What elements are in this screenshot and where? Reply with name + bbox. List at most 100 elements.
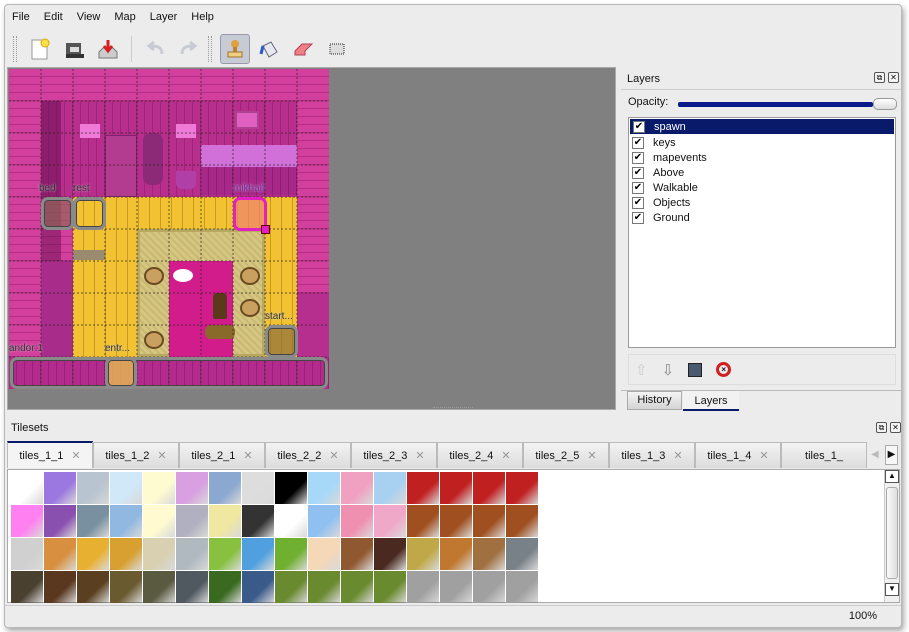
stamp-brush-icon[interactable] bbox=[220, 34, 250, 64]
toolbar-grip[interactable] bbox=[13, 36, 17, 62]
layer-row-keys[interactable]: ✔ keys bbox=[629, 135, 895, 150]
tile[interactable] bbox=[242, 472, 274, 504]
tab-layers[interactable]: Layers bbox=[683, 391, 739, 411]
tab-scroll-left[interactable]: ◀ bbox=[871, 449, 879, 460]
float-icon[interactable]: ⧉ bbox=[876, 422, 887, 433]
tile[interactable] bbox=[11, 538, 43, 570]
tile[interactable] bbox=[308, 505, 340, 537]
tile[interactable] bbox=[341, 472, 373, 504]
tile[interactable] bbox=[341, 538, 373, 570]
visibility-checkbox[interactable]: ✔ bbox=[633, 120, 645, 133]
tile[interactable] bbox=[473, 472, 505, 504]
opacity-slider-handle[interactable] bbox=[873, 98, 897, 110]
tileset-view[interactable]: ▲ ▼ bbox=[7, 469, 900, 603]
tile[interactable] bbox=[11, 505, 43, 537]
tile[interactable] bbox=[209, 505, 241, 537]
menu-view[interactable]: View bbox=[76, 11, 101, 23]
map-object-andor[interactable] bbox=[10, 357, 328, 389]
duplicate-layer-icon[interactable] bbox=[688, 362, 703, 377]
new-file-icon[interactable] bbox=[25, 34, 55, 64]
layer-list[interactable]: ✔ spawn ✔ keys ✔ mapevents ✔ Above ✔ Walkable ✔ Obj… bbox=[628, 117, 896, 348]
map-object-start[interactable] bbox=[265, 325, 298, 358]
tile[interactable] bbox=[242, 538, 274, 570]
scrollbar-thumb[interactable] bbox=[886, 487, 898, 579]
tile[interactable] bbox=[242, 571, 274, 603]
tile[interactable] bbox=[242, 505, 274, 537]
bucket-fill-icon[interactable] bbox=[254, 34, 284, 64]
open-folder-icon[interactable] bbox=[59, 34, 89, 64]
close-tab-icon[interactable]: ✕ bbox=[415, 450, 425, 462]
tile[interactable] bbox=[275, 472, 307, 504]
tile[interactable] bbox=[374, 538, 406, 570]
tile[interactable] bbox=[110, 472, 142, 504]
tab-tiles-2-2[interactable]: tiles_2_2 ✕ bbox=[265, 442, 351, 468]
tile[interactable] bbox=[374, 571, 406, 603]
tile[interactable] bbox=[275, 538, 307, 570]
tile[interactable] bbox=[308, 571, 340, 603]
tile[interactable] bbox=[209, 472, 241, 504]
tile[interactable] bbox=[110, 505, 142, 537]
close-icon[interactable]: ✕ bbox=[888, 72, 899, 83]
tile[interactable] bbox=[473, 505, 505, 537]
tab-tiles-1-3[interactable]: tiles_1_3 ✕ bbox=[609, 442, 695, 468]
raise-layer-icon[interactable]: ⇧ bbox=[635, 361, 648, 379]
tile[interactable] bbox=[11, 571, 43, 603]
tile[interactable] bbox=[506, 571, 538, 603]
tile[interactable] bbox=[77, 571, 109, 603]
redo-icon[interactable] bbox=[174, 34, 204, 64]
tab-history[interactable]: History bbox=[627, 391, 682, 410]
tab-tiles-1-4[interactable]: tiles_1_4 ✕ bbox=[695, 442, 781, 468]
tile[interactable] bbox=[11, 472, 43, 504]
close-tab-icon[interactable]: ✕ bbox=[501, 450, 511, 462]
tile[interactable] bbox=[506, 505, 538, 537]
layer-row-above[interactable]: ✔ Above bbox=[629, 165, 895, 180]
layer-row-walkable[interactable]: ✔ Walkable bbox=[629, 180, 895, 195]
close-tab-icon[interactable]: ✕ bbox=[587, 450, 597, 462]
tile[interactable] bbox=[407, 538, 439, 570]
rectangle-select-icon[interactable] bbox=[322, 34, 352, 64]
layer-row-spawn[interactable]: ✔ spawn bbox=[630, 119, 894, 134]
tile[interactable] bbox=[341, 571, 373, 603]
tile[interactable] bbox=[473, 538, 505, 570]
toolbar-grip-2[interactable] bbox=[208, 36, 212, 62]
close-tab-icon[interactable]: ✕ bbox=[71, 450, 81, 462]
tile[interactable] bbox=[374, 505, 406, 537]
map-canvas[interactable]: bed rest mikhail start... andor:1 entr..… bbox=[9, 69, 329, 389]
menu-help[interactable]: Help bbox=[191, 11, 214, 23]
tab-tiles-2-1[interactable]: tiles_2_1 ✕ bbox=[179, 442, 265, 468]
opacity-slider[interactable] bbox=[678, 102, 873, 107]
undo-icon[interactable] bbox=[140, 34, 170, 64]
map-object-entr[interactable] bbox=[105, 357, 137, 389]
visibility-checkbox[interactable]: ✔ bbox=[632, 166, 644, 179]
tile[interactable] bbox=[143, 571, 175, 603]
menu-file[interactable]: File bbox=[12, 11, 30, 23]
tile[interactable] bbox=[44, 505, 76, 537]
delete-layer-icon[interactable]: × bbox=[716, 362, 732, 377]
tab-scroll-right[interactable]: ▶ bbox=[885, 445, 898, 465]
close-icon[interactable]: ✕ bbox=[890, 422, 901, 433]
tile[interactable] bbox=[407, 505, 439, 537]
menu-edit[interactable]: Edit bbox=[43, 11, 63, 23]
close-tab-icon[interactable]: ✕ bbox=[673, 450, 683, 462]
resize-handle[interactable] bbox=[261, 225, 270, 234]
visibility-checkbox[interactable]: ✔ bbox=[632, 151, 644, 164]
tile[interactable] bbox=[374, 472, 406, 504]
tile[interactable] bbox=[143, 505, 175, 537]
tile[interactable] bbox=[176, 472, 208, 504]
tile[interactable] bbox=[44, 472, 76, 504]
tile[interactable] bbox=[341, 505, 373, 537]
tab-tiles-2-4[interactable]: tiles_2_4 ✕ bbox=[437, 442, 523, 468]
tile[interactable] bbox=[176, 571, 208, 603]
tile[interactable] bbox=[440, 505, 472, 537]
save-icon[interactable] bbox=[93, 34, 123, 64]
tile[interactable] bbox=[77, 472, 109, 504]
tile[interactable] bbox=[110, 538, 142, 570]
tile[interactable] bbox=[44, 538, 76, 570]
tab-tiles-2-5[interactable]: tiles_2_5 ✕ bbox=[523, 442, 609, 468]
tile[interactable] bbox=[275, 571, 307, 603]
float-icon[interactable]: ⧉ bbox=[874, 72, 885, 83]
menu-layer[interactable]: Layer bbox=[149, 11, 178, 23]
tile[interactable] bbox=[440, 571, 472, 603]
tab-tiles-1-2[interactable]: tiles_1_2 ✕ bbox=[93, 442, 179, 468]
map-view[interactable]: bed rest mikhail start... andor:1 entr..… bbox=[7, 67, 616, 410]
